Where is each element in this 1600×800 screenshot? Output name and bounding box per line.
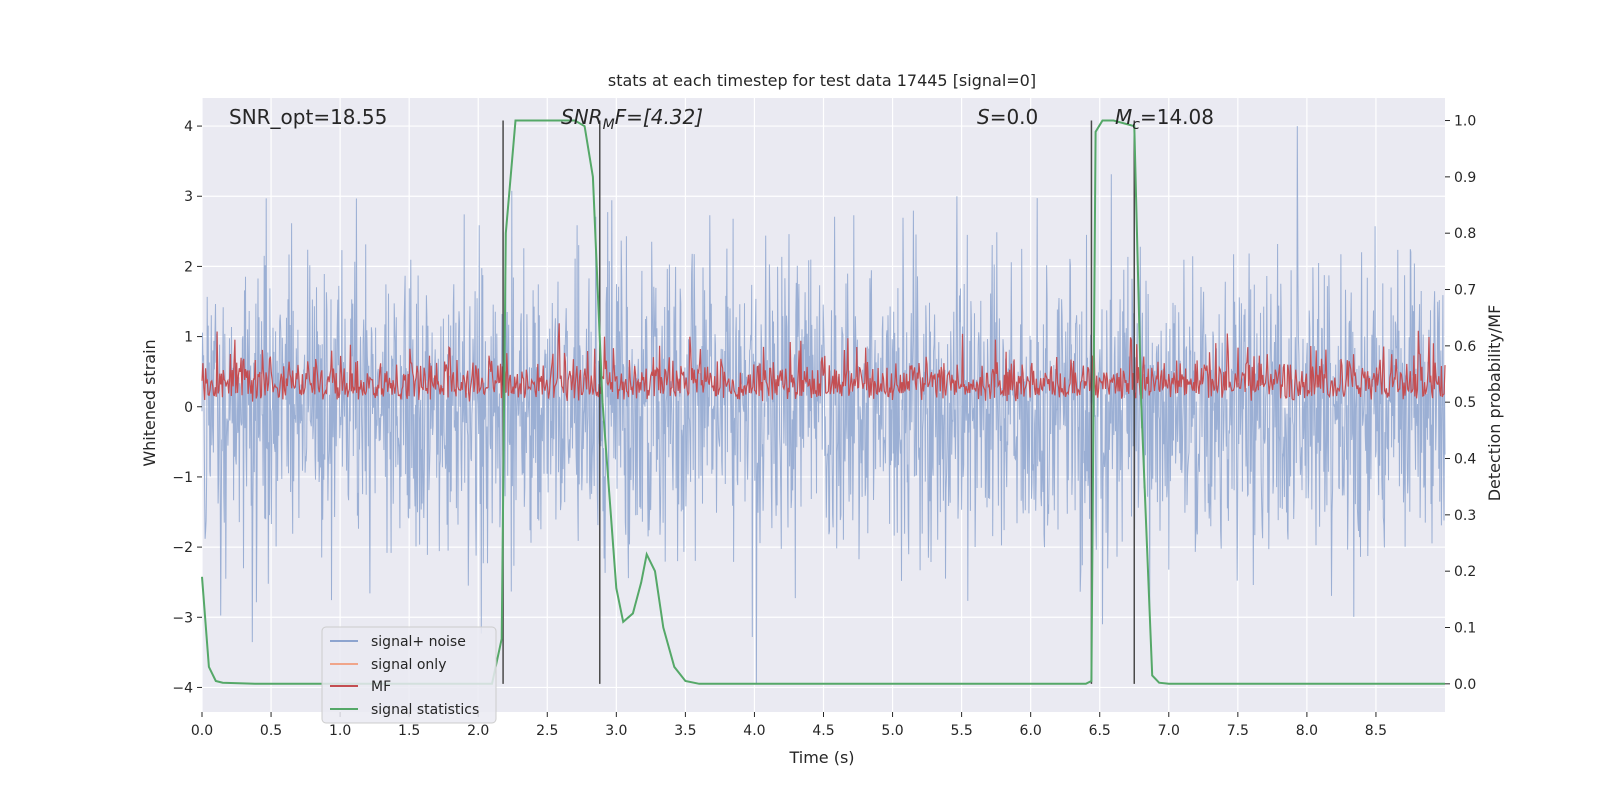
annotation-mc-base: M [1115,105,1132,129]
y-left-tick-label-7: 3 [184,189,193,205]
x-tick-label-1: 0.5 [260,723,282,739]
y-right-tick-label-9: 0.9 [1454,170,1476,186]
x-tick-label-11: 5.5 [950,723,972,739]
x-tick-label-8: 4.0 [743,723,765,739]
y-right-tick-label-8: 0.8 [1454,226,1476,242]
x-tick-label-12: 6.0 [1020,723,1042,739]
y-axis-left: −4 −3 −2 −1 0 1 2 3 4 [172,119,202,696]
x-tick-label-5: 2.5 [536,723,558,739]
x-tick-label-9: 4.5 [812,723,834,739]
y-right-tick-label-3: 0.3 [1454,508,1476,524]
y-left-tick-label-1: −3 [172,610,193,626]
x-tick-label-4: 2.0 [467,723,489,739]
y-right-tick-label-0: 0.0 [1454,677,1476,693]
legend-label-signal-noise: signal+ noise [371,634,466,650]
annotation-mc-sub: c [1132,117,1140,133]
y-axis-left-label: Whitened strain [140,339,159,466]
x-axis: 0.0 0.5 1.0 1.5 2.0 2.5 3.0 3.5 4.0 4.5 5.0 5.5 6.0 6… [191,712,1387,739]
line-signal-noise [201,126,1446,684]
annotation-snr-mf-base: SNR [561,105,603,129]
annotation-snr-mf-rest: F=[4.32] [615,105,703,129]
y-right-tick-label-5: 0.5 [1454,395,1476,411]
y-left-tick-label-4: 0 [184,400,193,416]
y-left-tick-label-3: −1 [172,470,193,486]
x-tick-label-10: 5.0 [881,723,903,739]
x-tick-label-7: 3.5 [674,723,696,739]
legend-label-signal-statistics: signal statistics [371,702,479,718]
y-right-tick-label-6: 0.6 [1454,339,1476,355]
x-tick-label-6: 3.0 [605,723,627,739]
x-tick-label-13: 6.5 [1089,723,1111,739]
y-left-tick-label-2: −2 [172,540,193,556]
x-tick-label-0: 0.0 [191,723,213,739]
x-tick-label-15: 7.5 [1227,723,1249,739]
y-axis-right-label: Detection probability/MF [1485,305,1504,502]
legend-box [321,626,497,724]
y-left-tick-label-0: −4 [172,680,193,696]
legend-label-signal-only: signal only [371,657,446,673]
x-tick-label-17: 8.5 [1365,723,1387,739]
y-left-tick-label-6: 2 [184,259,193,275]
annotation-s-rest: =0.0 [990,105,1039,129]
chart-title: stats at each timestep for test data 174… [608,71,1036,90]
y-right-tick-label-1: 0.1 [1454,621,1476,637]
y-right-tick-label-10: 1.0 [1454,114,1476,130]
series-mf [201,323,1446,402]
y-right-tick-label-2: 0.2 [1454,564,1476,580]
annotation-snr-mf: SNRMF=[4.32] [561,105,703,133]
line-signal-statistics [201,119,1445,685]
series-signal-statistics [201,119,1445,685]
legend-label-mf: MF [371,679,391,695]
annotation-s: S=0.0 [977,105,1038,129]
annotation-mc: Mc=14.08 [1115,105,1214,133]
y-right-tick-label-4: 0.4 [1454,452,1476,468]
annotation-mc-rest: =14.08 [1140,105,1214,129]
x-tick-label-3: 1.5 [398,723,420,739]
x-tick-label-14: 7.0 [1158,723,1180,739]
y-right-tick-label-7: 0.7 [1454,283,1476,299]
y-left-tick-label-5: 1 [184,330,193,346]
x-axis-label: Time (s) [788,748,854,767]
y-axis-right: 0.0 0.1 0.2 0.3 0.4 0.5 0.6 0.7 0.8 0.9 1.0 [1445,114,1476,693]
y-left-tick-label-8: 4 [184,119,193,135]
x-tick-label-2: 1.0 [329,723,351,739]
annotation-snr-mf-sub: M [603,117,615,133]
annotation-s-base: S [977,105,990,129]
x-tick-label-16: 8.0 [1296,723,1318,739]
annotation-snr-opt: SNR_opt=18.55 [229,105,387,129]
line-mf [201,323,1446,402]
series-signal-noise [201,126,1446,684]
legend: signal+ noise signal only MF signal stat… [321,626,497,724]
